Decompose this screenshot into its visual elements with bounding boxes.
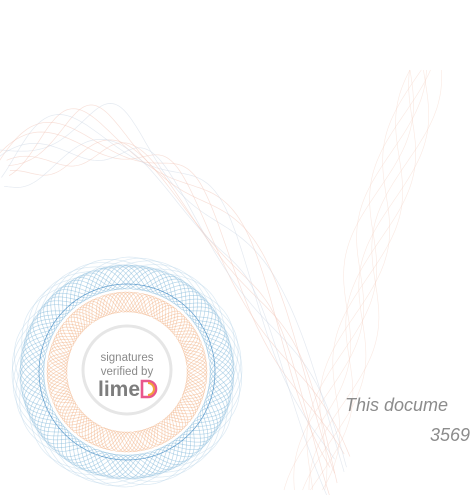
guilloche-line bbox=[19, 256, 235, 488]
guilloche-line bbox=[22, 268, 234, 480]
guilloche-line bbox=[308, 69, 442, 490]
guilloche-line bbox=[9, 139, 330, 495]
guilloche-line bbox=[310, 69, 416, 491]
guilloche-line bbox=[19, 265, 231, 477]
guilloche-line bbox=[15, 257, 239, 487]
guilloche-line bbox=[24, 265, 235, 477]
guilloche-line bbox=[23, 267, 235, 479]
guilloche-line bbox=[48, 293, 206, 451]
guilloche-line bbox=[283, 69, 414, 491]
guilloche-line bbox=[21, 264, 234, 475]
guilloche-line bbox=[20, 264, 233, 475]
guilloche-line bbox=[0, 121, 345, 455]
guilloche-rosette bbox=[11, 256, 243, 488]
guilloche-line bbox=[46, 291, 208, 453]
guilloche-line bbox=[49, 294, 205, 450]
guilloche-line bbox=[11, 264, 243, 480]
guilloche-waves bbox=[0, 69, 442, 495]
guilloche-line bbox=[6, 142, 338, 484]
footer-line: 3569 bbox=[430, 425, 470, 445]
guilloche-line bbox=[14, 259, 240, 485]
seal bbox=[81, 324, 173, 416]
logo-text: lime bbox=[98, 378, 140, 401]
guilloche-line bbox=[0, 131, 351, 457]
badge-line: verified by bbox=[101, 366, 154, 378]
guilloche-line bbox=[1, 114, 335, 460]
guilloche-line bbox=[306, 69, 431, 491]
guilloche-line bbox=[8, 104, 335, 474]
guilloche-line bbox=[0, 103, 345, 472]
logo-icon-accent bbox=[147, 382, 155, 396]
badge-line: signatures bbox=[100, 352, 153, 364]
guilloche-line bbox=[47, 292, 207, 452]
logo-icon bbox=[140, 379, 158, 399]
guilloche-line bbox=[21, 270, 233, 480]
guilloche-line bbox=[20, 267, 232, 479]
guilloche-line bbox=[47, 292, 207, 452]
guilloche-line bbox=[47, 292, 207, 452]
footer-line: This docume bbox=[345, 395, 448, 415]
guilloche-line bbox=[293, 69, 427, 491]
guilloche-line bbox=[12, 260, 242, 484]
guilloche-line bbox=[19, 266, 230, 479]
guilloche-line bbox=[38, 283, 216, 461]
guilloche-line bbox=[48, 293, 206, 451]
guilloche-line bbox=[12, 262, 242, 482]
guilloche-line bbox=[4, 138, 328, 495]
guilloche-line bbox=[319, 69, 422, 491]
guilloche-line bbox=[25, 266, 235, 478]
guilloche-line bbox=[8, 108, 331, 468]
guilloche-line bbox=[302, 69, 429, 491]
guilloche-line bbox=[46, 291, 208, 453]
guilloche-line bbox=[46, 291, 208, 453]
guilloche-line bbox=[46, 291, 208, 453]
guilloche-line bbox=[0, 143, 347, 468]
guilloche-line bbox=[322, 69, 411, 491]
